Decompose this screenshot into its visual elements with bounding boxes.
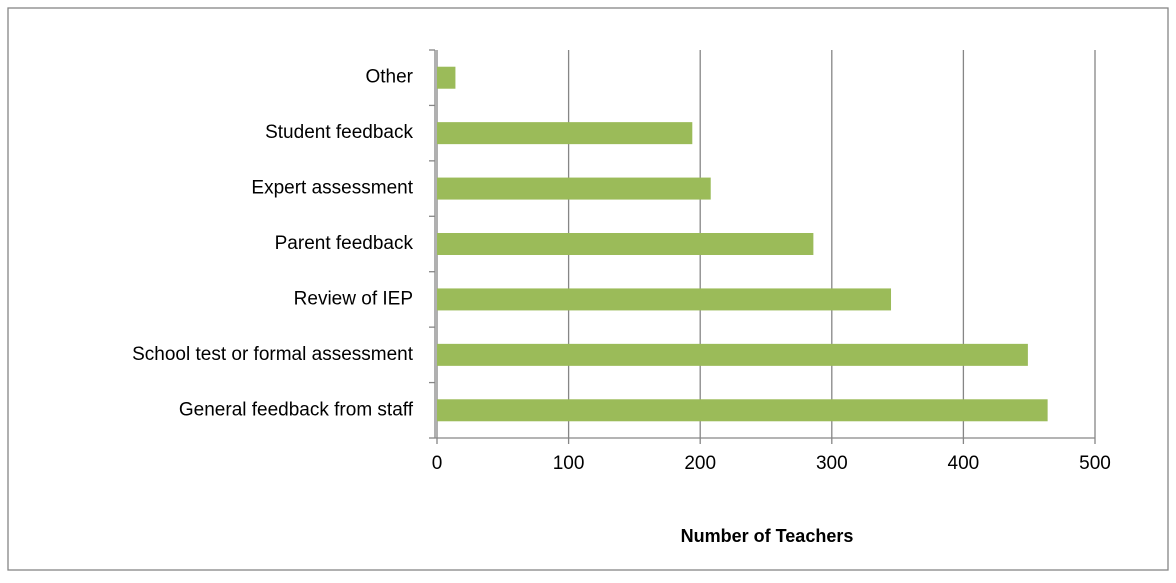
bar	[437, 122, 693, 145]
x-tick-label: 500	[1079, 453, 1111, 474]
x-tick-label: 300	[816, 453, 848, 474]
bar	[437, 233, 814, 255]
bar	[437, 399, 1048, 422]
y-tick-label: Review of IEP	[294, 288, 413, 309]
y-tick-label: Parent feedback	[275, 233, 414, 254]
x-tick-label: 0	[432, 453, 443, 474]
x-tick-label: 400	[948, 453, 980, 474]
x-axis-title: Number of Teachers	[681, 526, 854, 546]
bar	[437, 343, 1028, 366]
y-tick-label: Expert assessment	[251, 178, 413, 199]
y-tick-label: Student feedback	[265, 122, 413, 143]
x-tick-label: 200	[684, 453, 716, 474]
y-tick-label: General feedback from staff	[179, 399, 414, 420]
y-tick-label: Other	[365, 67, 413, 88]
y-tick-label: School test or formal assessment	[132, 344, 414, 365]
bar	[437, 66, 456, 89]
x-tick-label: 100	[553, 453, 585, 474]
bar	[437, 288, 892, 311]
bar	[437, 177, 711, 200]
